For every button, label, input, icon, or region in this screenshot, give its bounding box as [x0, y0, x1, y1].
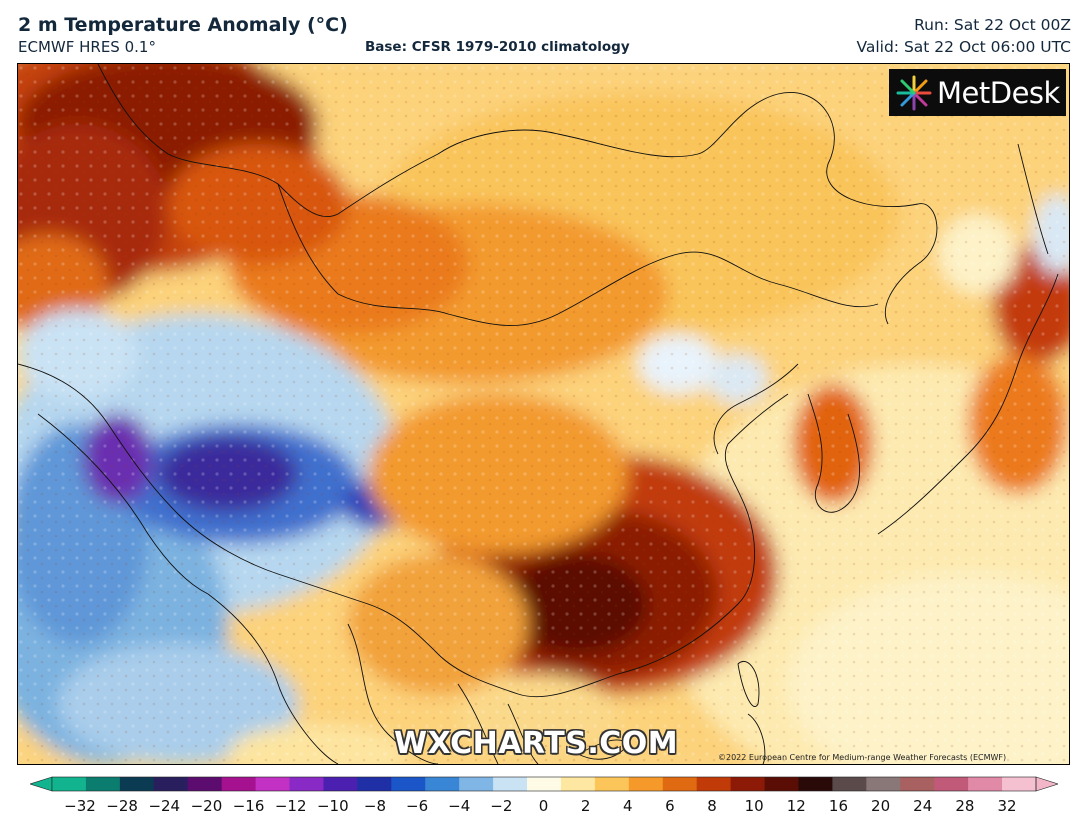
colorbar-tick-label: −10 [316, 797, 349, 815]
colorbar-high-arrow [1035, 776, 1058, 792]
colorbar-segment [119, 777, 155, 791]
colorbar-tick-label: −28 [106, 797, 138, 815]
colorbar-segment [85, 777, 121, 791]
colorbar-tick-label: −4 [448, 797, 471, 815]
colorbar-segment [866, 777, 901, 791]
run-time: Run: Sat 22 Oct 00Z [914, 16, 1071, 34]
colorbar-segment [696, 777, 732, 791]
colorbar-segment [187, 777, 223, 791]
colorbar-segment [1002, 777, 1037, 791]
colorbar-segment [968, 777, 1003, 791]
colorbar-tick-label: −8 [363, 797, 387, 815]
colorbar-segment [289, 777, 324, 791]
model-subtitle: ECMWF HRES 0.1° [18, 38, 156, 56]
copyright-notice: ©2022 European Centre for Medium-range W… [718, 753, 1007, 762]
colorbar-tick-label: 10 [744, 797, 764, 815]
colorbar-segment [493, 777, 528, 791]
colorbar-segment [425, 777, 460, 791]
colorbar-tick-label: 4 [622, 797, 633, 815]
colorbar-tick-label: 8 [707, 797, 717, 815]
colorbar-segment [391, 777, 426, 791]
colorbar-segment [900, 777, 935, 791]
colorbar-tick-label: −16 [232, 797, 265, 815]
colorbar-segment [764, 777, 799, 791]
colorbar-tick-label: 20 [871, 797, 891, 815]
colorbar-segment [459, 777, 494, 791]
metdesk-burst-icon [896, 75, 932, 110]
colorbar-segment [357, 777, 392, 791]
colorbar-tick-label: −32 [64, 797, 96, 815]
colorbar-tick-label: −6 [406, 797, 429, 815]
country-borders [18, 64, 1059, 764]
colorbar-low-arrow [30, 776, 53, 792]
colorbar-segment [153, 777, 189, 791]
colorbar-tick-label: 32 [997, 797, 1017, 815]
colorbar-tick-label: 24 [913, 797, 933, 815]
colorbar-tick-label: −2 [490, 797, 513, 815]
climatology-base: Base: CFSR 1979-2010 climatology [365, 39, 630, 55]
metdesk-logo: MetDesk [889, 69, 1066, 116]
color-scale-bar [30, 776, 1058, 792]
colorbar-segment [594, 777, 630, 791]
colorbar-segment [798, 777, 833, 791]
colorbar-segment [52, 777, 87, 791]
anomaly-map[interactable] [17, 63, 1070, 765]
chart-title: 2 m Temperature Anomaly (°C) [18, 14, 348, 36]
colorbar-segment [730, 777, 766, 791]
colorbar-segment [832, 777, 867, 791]
colorbar-segment [527, 777, 562, 791]
colorbar-tick-label: 6 [665, 797, 675, 815]
colorbar-segment [560, 777, 596, 791]
colorbar-segment [255, 777, 291, 791]
colorbar-segment [323, 777, 358, 791]
colorbar-tick-label: 12 [786, 797, 806, 815]
valid-time: Valid: Sat 22 Oct 06:00 UTC [856, 38, 1071, 56]
colorbar-segment [934, 777, 969, 791]
colorbar-segment [221, 777, 257, 791]
colorbar-outline [51, 776, 1037, 792]
colorbar-tick-label: 28 [955, 797, 975, 815]
colorbar-tick-label: −12 [274, 797, 307, 815]
colorbar-tick-label: 2 [580, 797, 591, 815]
colorbar-tick-label: 16 [828, 797, 848, 815]
colorbar-tick-label: −20 [190, 797, 223, 815]
watermark: WXCHARTS.COM [394, 726, 679, 761]
logo-text: MetDesk [937, 75, 1060, 110]
colorbar-segment [628, 777, 664, 791]
colorbar-tick-label: −24 [148, 797, 181, 815]
colorbar-tick-label: 0 [538, 797, 549, 815]
map-canvas [18, 64, 1069, 764]
colorbar-segment [662, 777, 698, 791]
